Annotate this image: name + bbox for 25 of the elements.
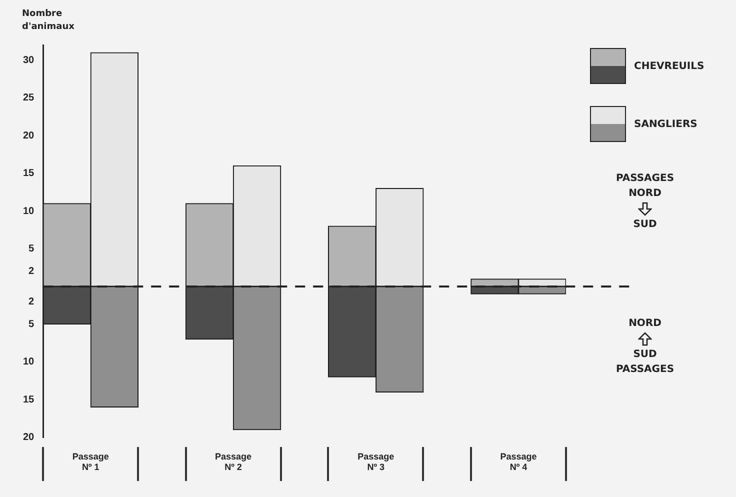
- y-tick-label: 15: [23, 394, 35, 406]
- y-axis-title: Nombre d'animaux: [22, 8, 76, 34]
- text: SUD: [632, 348, 658, 362]
- x-tick-label: Passage Nº 1: [72, 451, 109, 472]
- text: PASSAGES: [614, 363, 676, 378]
- y-tick-label: 5: [28, 318, 35, 330]
- y-tick-label: 25: [23, 92, 35, 104]
- text: NORD: [628, 187, 662, 202]
- text: CHEVREUILS: [634, 60, 704, 72]
- y-tick-label: 10: [23, 356, 35, 368]
- x-tick-label: Passage Nº 4: [500, 451, 537, 472]
- y-tick-label: 10: [23, 206, 35, 217]
- y-tick-label: 20: [23, 432, 35, 444]
- y-tick-label: 2: [28, 266, 35, 278]
- y-tick-label: 20: [23, 130, 35, 142]
- y-tick-label: 5: [28, 243, 35, 254]
- text: NORD: [628, 317, 662, 332]
- x-tick-label: Passage Nº 2: [214, 451, 252, 472]
- y-tick-label: 30: [23, 54, 35, 66]
- text: SUD: [632, 218, 658, 232]
- y-tick-label: 2: [28, 296, 35, 308]
- text: SANGLIERS: [634, 118, 698, 130]
- text: PASSAGES: [614, 172, 676, 186]
- x-tick-label: Passage Nº 3: [358, 451, 394, 472]
- y-tick-label: 15: [23, 168, 35, 180]
